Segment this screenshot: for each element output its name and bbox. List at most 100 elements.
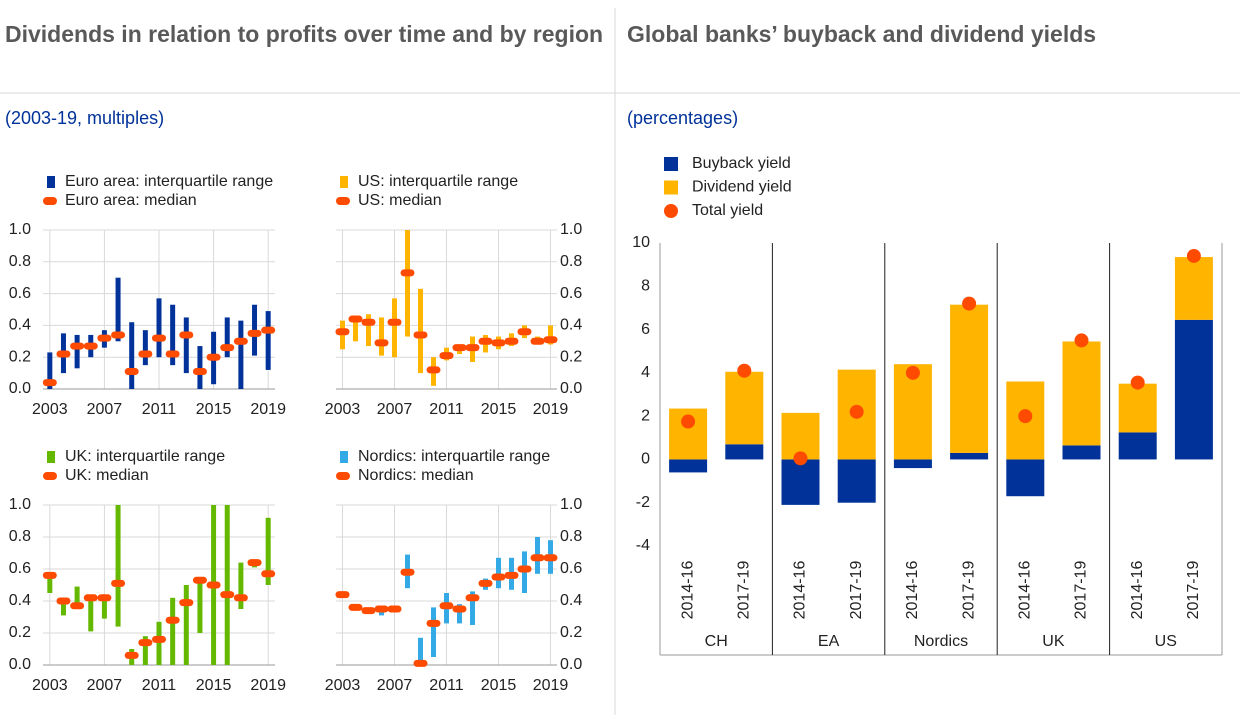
range-bar — [392, 298, 397, 358]
median-marker — [247, 559, 262, 567]
median-marker — [179, 331, 194, 339]
y-tick-label: 0.0 — [9, 656, 31, 673]
legend-swatch — [664, 157, 678, 171]
median-marker — [517, 565, 532, 573]
y-tick-label: 0.0 — [9, 380, 31, 397]
median-marker — [56, 597, 71, 605]
group-label: CH — [705, 633, 728, 650]
median-marker — [70, 602, 85, 610]
median-marker — [233, 594, 248, 602]
x-tick-label: 2003 — [325, 401, 361, 418]
range-bar — [197, 346, 203, 389]
range-bar — [418, 288, 423, 374]
group-label: EA — [818, 633, 840, 650]
x-tick-label: 2014-16 — [1017, 561, 1034, 620]
group-label: UK — [1042, 633, 1065, 650]
range-bar — [431, 607, 436, 657]
legend-swatch — [47, 176, 55, 188]
y-tick-label: 1.0 — [560, 496, 582, 513]
median-marker — [387, 318, 402, 326]
bar-segment — [1174, 257, 1213, 320]
median-marker — [413, 331, 428, 339]
bar-segment — [893, 364, 932, 460]
legend-swatch — [43, 197, 57, 205]
median-marker — [439, 352, 454, 360]
x-tick-label: 2017-19 — [960, 561, 977, 620]
median-marker — [517, 328, 532, 336]
median-marker — [335, 328, 350, 336]
median-marker — [42, 571, 57, 579]
legend-swatch — [340, 451, 348, 463]
bar-segment — [893, 459, 932, 469]
x-tick-label: 2015 — [196, 677, 232, 694]
median-marker — [192, 368, 207, 376]
bar-segment — [725, 444, 764, 460]
y-tick-label: -2 — [636, 494, 650, 511]
legend-label: Nordics: interquartile range — [358, 448, 550, 465]
y-tick-label: 10 — [632, 234, 650, 251]
x-tick-label: 2017-19 — [848, 561, 865, 620]
y-tick-label: 0.4 — [9, 317, 31, 334]
median-marker — [348, 315, 363, 323]
y-tick-label: 4 — [641, 364, 650, 381]
median-marker — [439, 602, 454, 610]
median-marker — [491, 573, 506, 581]
group-label: Nordics — [914, 633, 968, 650]
median-marker — [42, 379, 57, 387]
bar-segment — [1118, 432, 1157, 460]
chart-title: Dividends in relation to profits over ti… — [5, 21, 604, 47]
range-bar — [353, 317, 358, 342]
range-bar — [74, 334, 80, 369]
range-bar — [47, 352, 53, 389]
x-tick-label: 2015 — [481, 401, 517, 418]
range-bar — [156, 298, 162, 358]
legend-label: Nordics: median — [358, 467, 474, 484]
range-bar — [115, 505, 121, 627]
y-tick-label: 1.0 — [9, 496, 31, 513]
x-tick-label: 2014-16 — [679, 561, 696, 620]
median-marker — [491, 339, 506, 347]
total-dot — [681, 414, 696, 429]
range-bar — [418, 637, 423, 665]
x-tick-label: 2014-16 — [1129, 561, 1146, 620]
y-tick-label: 6 — [641, 321, 650, 338]
legend-label: Euro area: median — [65, 192, 197, 209]
y-tick-label: 0.0 — [560, 656, 582, 673]
x-tick-label: 2014-16 — [792, 561, 809, 620]
bar-segment — [950, 304, 989, 453]
median-marker — [465, 344, 480, 352]
median-marker — [452, 605, 467, 613]
x-tick-label: 2007 — [87, 401, 123, 418]
median-marker — [179, 599, 194, 607]
median-marker — [56, 350, 71, 358]
total-dot — [1130, 375, 1145, 390]
range-bar — [548, 325, 553, 345]
median-marker — [374, 605, 389, 613]
legend-label: UK: median — [65, 467, 149, 484]
y-tick-label: 0.8 — [9, 528, 31, 545]
x-tick-label: 2003 — [32, 401, 68, 418]
range-bar — [183, 585, 189, 665]
median-marker — [220, 591, 235, 599]
median-marker — [400, 269, 415, 277]
median-marker — [530, 554, 545, 562]
bar-segment — [1118, 383, 1157, 433]
range-bar — [170, 304, 176, 366]
range-bar — [170, 597, 176, 665]
x-tick-label: 2011 — [142, 677, 177, 694]
median-marker — [261, 326, 276, 334]
legend-label: US: median — [358, 192, 442, 209]
legend-swatch — [340, 176, 348, 188]
x-tick-label: 2015 — [196, 401, 232, 418]
median-marker — [152, 334, 166, 342]
x-tick-label: 2017-19 — [1073, 561, 1090, 620]
y-tick-label: 0.6 — [560, 285, 582, 302]
range-bar — [496, 557, 501, 589]
bar-segment — [781, 459, 820, 505]
range-bar — [265, 311, 271, 370]
x-tick-label: 2003 — [32, 677, 68, 694]
median-marker — [138, 639, 153, 647]
y-tick-label: 0.4 — [560, 592, 582, 609]
median-marker — [413, 659, 428, 667]
